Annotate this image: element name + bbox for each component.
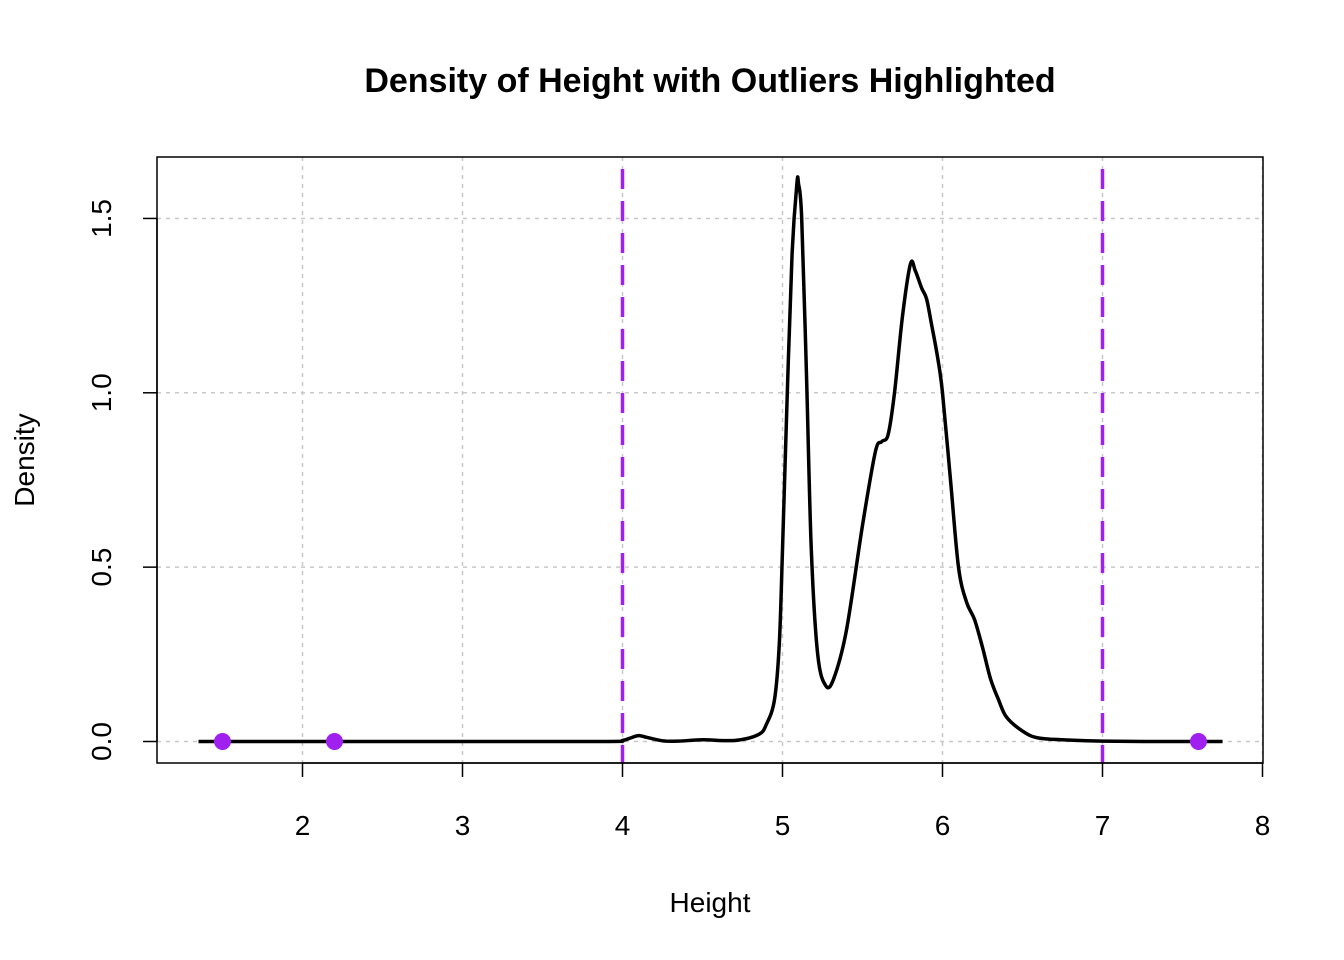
grid-layer [157, 157, 1264, 763]
y-tick-label: 1.5 [86, 199, 117, 238]
outlier-point [214, 733, 231, 750]
threshold-layer [620, 169, 1105, 763]
plot-frame [156, 156, 1264, 764]
x-axis: 2 3 4 5 6 7 8 [295, 762, 1271, 841]
y-axis: 0.0 0.5 1.0 1.5 [86, 199, 158, 761]
outlier-point [1190, 733, 1207, 750]
x-tick-label: 6 [935, 810, 951, 841]
chart-title: Density of Height with Outliers Highligh… [364, 62, 1055, 100]
x-axis-label: Height [670, 887, 751, 918]
x-tick-label: 4 [615, 810, 631, 841]
x-tick-label: 2 [295, 810, 311, 841]
density-curve [198, 175, 1223, 744]
y-tick-label: 0.5 [86, 548, 117, 587]
y-tick-label: 1.0 [86, 373, 117, 412]
y-tick-label: 0.0 [86, 722, 117, 761]
x-tick-label: 8 [1255, 810, 1271, 841]
outlier-point [326, 733, 343, 750]
series-layer [198, 175, 1223, 744]
outlier-layer [214, 733, 1207, 750]
x-tick-label: 5 [775, 810, 791, 841]
x-tick-label: 3 [455, 810, 471, 841]
y-axis-label: Density [9, 413, 40, 506]
x-tick-label: 7 [1095, 810, 1111, 841]
